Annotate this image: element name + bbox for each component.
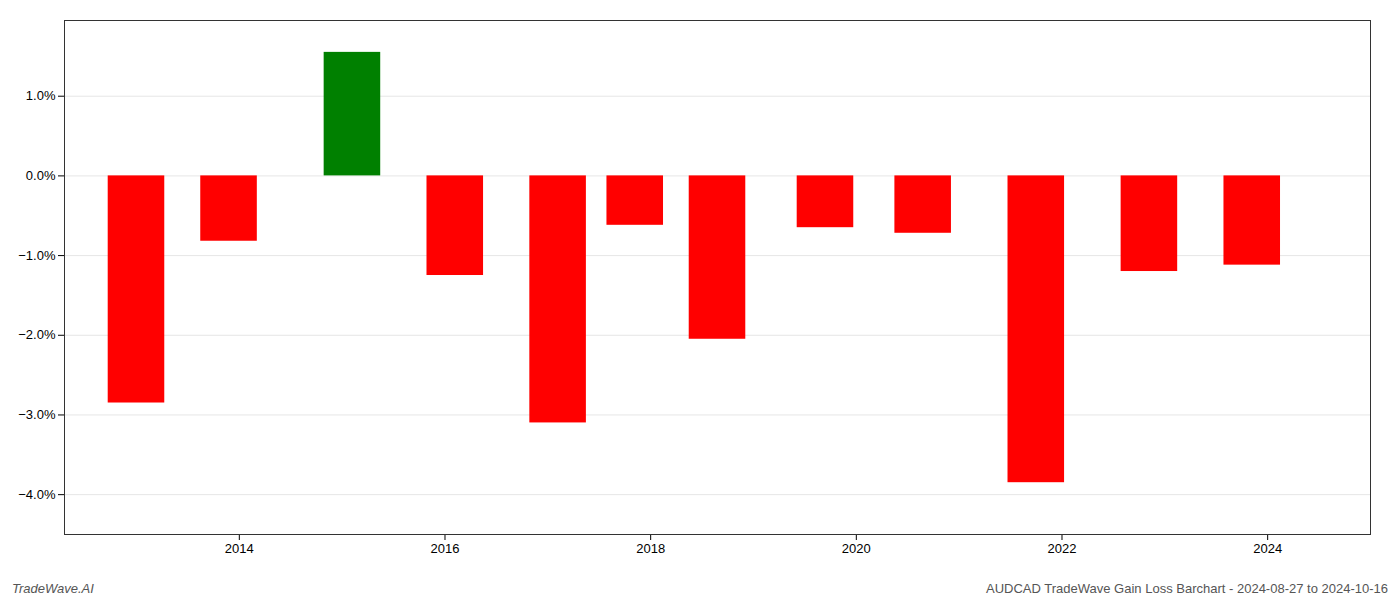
svg-text:−2.0%: −2.0% [18,327,56,342]
svg-text:2020: 2020 [842,541,871,556]
svg-text:2024: 2024 [1253,541,1282,556]
svg-text:2018: 2018 [636,541,665,556]
svg-text:−1.0%: −1.0% [18,248,56,263]
svg-text:−3.0%: −3.0% [18,407,56,422]
svg-text:2016: 2016 [431,541,460,556]
svg-text:2022: 2022 [1048,541,1077,556]
svg-text:−4.0%: −4.0% [18,487,56,502]
svg-text:2014: 2014 [225,541,254,556]
svg-text:1.0%: 1.0% [26,88,56,103]
html-text:AUDCAD TradeWave Gain Loss Bar: AUDCAD TradeWave Gain Loss Barchart - 20… [986,581,1388,596]
svg-text:0.0%: 0.0% [26,168,56,183]
html-text:TradeWave.AI: TradeWave.AI [12,581,94,596]
